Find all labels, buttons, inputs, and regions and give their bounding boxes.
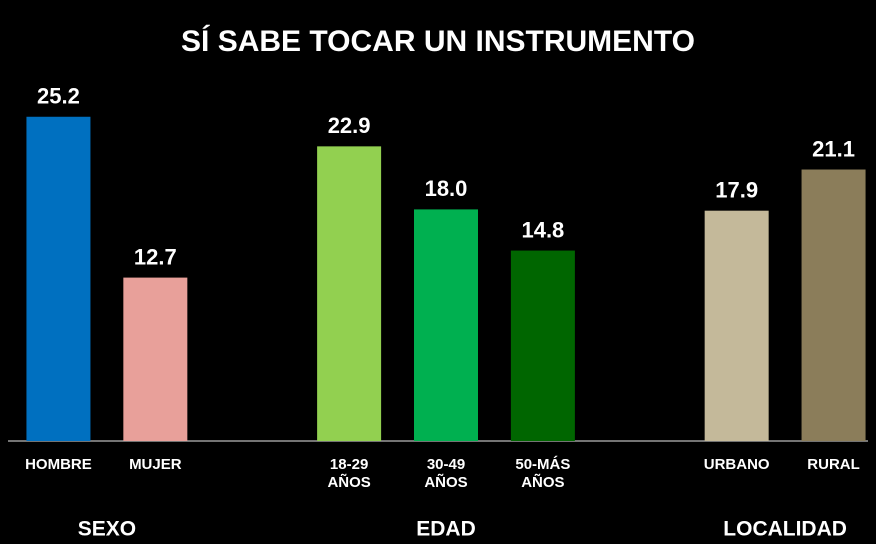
value-label: 17.9: [715, 177, 758, 202]
x-tick-label: URBANO: [703, 456, 770, 473]
group-label: EDAD: [416, 518, 476, 541]
bar: [801, 169, 866, 441]
bar: [704, 210, 769, 441]
value-label: 22.9: [328, 113, 371, 138]
value-label: 25.2: [37, 84, 80, 109]
group-label: SEXO: [78, 518, 136, 541]
value-label: 14.8: [521, 217, 564, 242]
bar: [317, 146, 382, 441]
chart-title: SÍ SABE TOCAR UN INSTRUMENTO: [181, 24, 695, 58]
x-tick-label: MUJER: [129, 456, 182, 473]
value-label: 21.1: [812, 136, 855, 161]
bar: [414, 209, 478, 441]
x-tick-label: 18-29 AÑOS: [327, 456, 371, 491]
x-tick-label: 50-MÁS AÑOS: [515, 456, 571, 491]
x-tick-label: 30-49 AÑOS: [424, 456, 468, 491]
bar: [26, 116, 91, 441]
x-tick-label: RURAL: [807, 456, 860, 473]
group-label: LOCALIDAD: [723, 518, 847, 541]
value-label: 12.7: [134, 244, 177, 269]
bar: [510, 250, 575, 441]
bar: [123, 277, 188, 441]
value-label: 18.0: [425, 176, 468, 201]
x-tick-label: HOMBRE: [25, 456, 92, 473]
